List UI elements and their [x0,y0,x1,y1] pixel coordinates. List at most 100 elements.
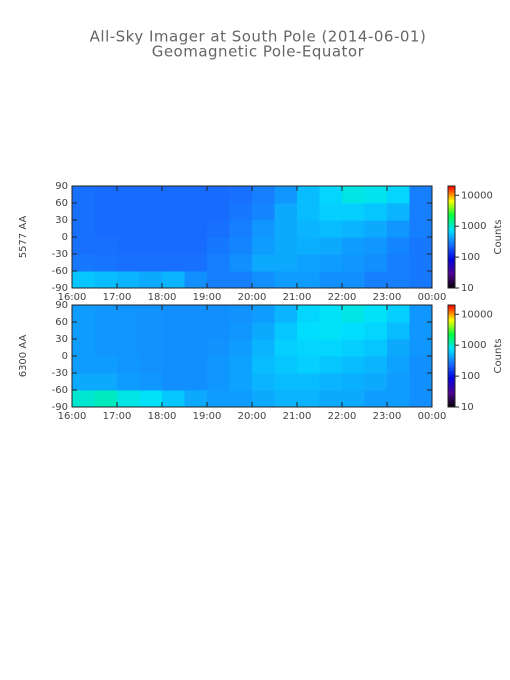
heat-cell [409,203,433,221]
heat-cell [184,220,208,238]
x-tick-label: 23:00 [373,411,402,422]
heat-cell [94,390,118,408]
x-tick-label: 18:00 [148,292,177,303]
colorbar-segment [448,379,455,382]
heat-cell [117,373,140,391]
heat-cell [117,220,140,238]
x-tick-label: 00:00 [418,292,447,303]
heat-cell [72,186,95,204]
colorbar-segment [448,233,455,236]
heat-cell [409,356,433,374]
heat-cell [94,203,118,221]
heat-cell [319,390,343,408]
colorbar-segment [448,226,455,229]
colorbar-segment [448,395,455,398]
heat-cell [252,322,275,340]
heat-cell [342,356,365,374]
heat-cell [387,305,410,323]
colorbar-segment [448,199,455,202]
colorbar-segment [448,272,455,275]
colorbar-segment [448,357,455,360]
colorbar-segment [448,400,455,403]
heat-cell [274,186,298,204]
heat-cell [139,220,163,238]
heat-cell [319,237,343,255]
heat-cell [297,339,320,357]
colorbar-segment [448,267,455,270]
heat-cell [409,237,433,255]
colorbar-segment [448,388,455,391]
heat-cell [229,220,253,238]
heat-cell [162,390,185,408]
heat-cell [72,237,95,255]
colorbar-segment [448,315,455,318]
heat-cell [297,305,320,323]
heat-cell [139,271,163,289]
heat-cell [184,271,208,289]
colorbar-segment [448,328,455,331]
heat-cell [229,203,253,221]
colorbar-segment [448,201,455,204]
colorbar-segment [448,191,455,194]
heat-cell [342,254,365,272]
heat-cell [274,254,298,272]
colorbar-tick-label: 10000 [461,309,493,320]
colorbar-label: Counts [493,339,504,374]
heat-cell [162,271,185,289]
heat-cell [139,254,163,272]
heat-cell [409,305,433,323]
x-tick-label: 18:00 [148,411,177,422]
heat-cell [409,339,433,357]
colorbar-segment [448,344,455,347]
heat-cell [387,203,410,221]
colorbar-segment [448,282,455,286]
heat-cell [364,322,388,340]
colorbar-segment [448,405,455,408]
y-tick-label: 90 [55,300,68,311]
colorbar-segment [448,391,455,394]
colorbar-segment [448,259,455,262]
heat-cell [409,322,433,340]
x-tick-label: 20:00 [238,292,267,303]
heat-cell [252,220,275,238]
colorbar-segment [448,378,455,381]
heat-cell [387,186,410,204]
heat-cell [364,186,388,204]
colorbar-segment [448,242,455,245]
colorbar-segment [448,262,455,265]
colorbar-segment [448,401,455,405]
heat-cell [319,271,343,289]
heat-cell [229,237,253,255]
heat-cell [184,390,208,408]
heat-cell [319,203,343,221]
heat-cell [319,356,343,374]
colorbar-segment [448,383,455,386]
colorbar-segment [448,238,455,241]
heat-cell [409,220,433,238]
colorbar-tick-label: 10000 [461,190,493,201]
heat-cell [207,373,230,391]
colorbar-segment [448,243,455,246]
heat-cell [252,339,275,357]
heat-cell [72,305,95,323]
heat-cell [207,203,230,221]
colorbar-tick-label: 100 [461,252,480,263]
x-tick-label: 19:00 [193,411,222,422]
heat-cell [342,339,365,357]
colorbar-segment [448,354,455,357]
x-tick-label: 16:00 [58,292,87,303]
heat-cell [72,390,95,408]
heat-cell [117,203,140,221]
colorbar-segment [448,197,455,201]
colorbar-segment [448,252,455,255]
heat-cell [252,305,275,323]
colorbar-segment [448,186,455,189]
y-tick-label: 0 [62,232,68,243]
heat-cell [319,322,343,340]
heat-cell [297,322,320,340]
colorbar-segment [448,345,455,348]
y-axis-label: 6300 AA [18,335,29,378]
chart-subtitle: Geomagnetic Pole-Equator [152,43,365,61]
heat-cell [207,305,230,323]
